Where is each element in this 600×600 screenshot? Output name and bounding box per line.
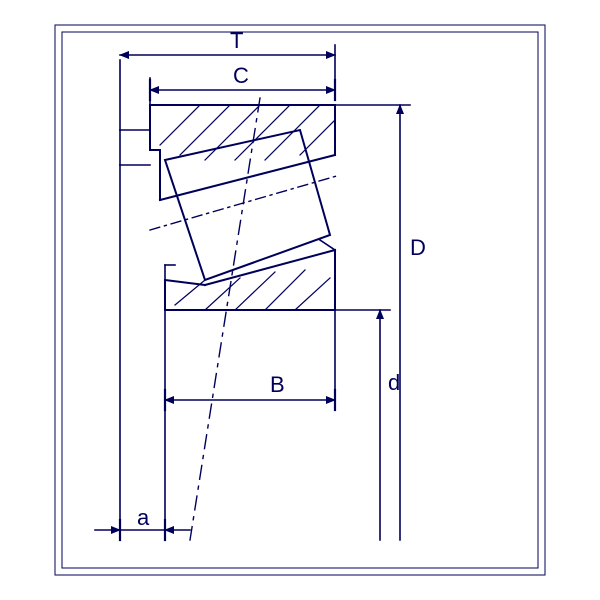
dim-label-d: d	[388, 370, 400, 396]
bearing-diagram-svg	[0, 0, 600, 600]
diagram-container: T C B D d a	[0, 0, 600, 600]
dim-label-a: a	[137, 505, 149, 531]
dim-label-D: D	[410, 235, 426, 261]
dim-label-B: B	[270, 372, 285, 398]
dim-label-T: T	[230, 28, 243, 54]
dim-label-C: C	[233, 63, 249, 89]
